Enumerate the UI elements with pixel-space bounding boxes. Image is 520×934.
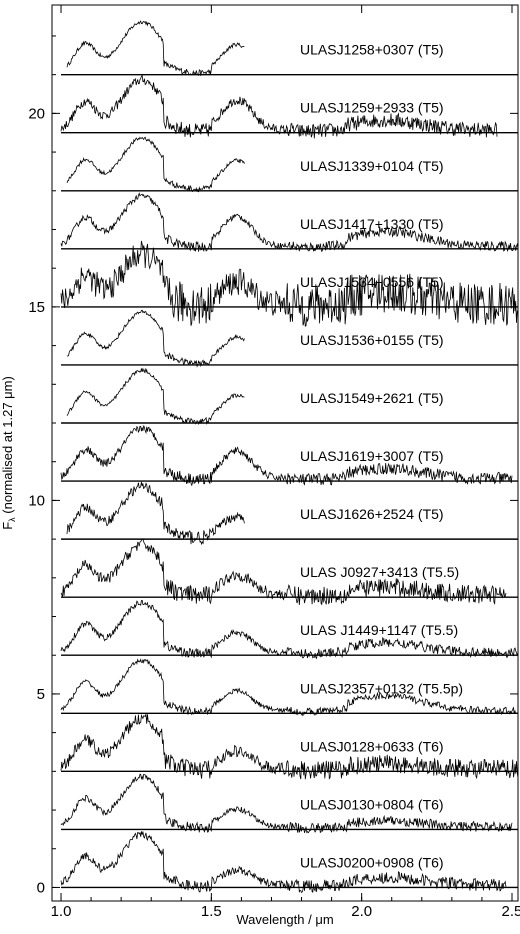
spectrum-label: ULASJ0130+0804 (T6) [300,796,444,812]
spectrum-line [60,74,498,139]
spectrum-line [60,713,519,780]
x-tick-label: 2.0 [351,903,372,920]
y-tick-label: 20 [28,105,45,122]
spectrum-label: ULASJ1619+3007 (T5) [300,448,444,464]
spectrum-line [67,309,245,368]
spectrum-line [66,367,245,426]
x-tick-label: 2.5 [502,903,520,920]
spectrum-line [60,600,519,660]
spectrum-label: ULASJ2357+0132 (T5.5p) [300,680,463,696]
spectrum-label: ULASJ1549+2621 (T5) [300,390,444,406]
y-tick-label: 15 [28,299,45,316]
y-tick-label: 0 [37,879,45,896]
y-tick-label: 5 [37,686,45,703]
y-ticks-layer: 0 5 10 15 20 [28,35,518,896]
spectrum-label: ULAS J0927+3413 (T5.5) [300,564,459,580]
spectra-layer [60,20,519,894]
spectrum-line [66,481,245,546]
spectrum-label: ULASJ1534+0556 (T5) [300,274,444,290]
spectrum-label: ULASJ1258+0307 (T5) [300,42,444,58]
spectrum-line [60,773,513,834]
spectrum-line [60,538,507,606]
spectrum-label: ULASJ1536+0155 (T5) [300,332,444,348]
y-tick-label: 10 [28,492,45,509]
y-axis-label: Fλ (normalised at 1.27 μm) [0,376,17,530]
spectrum-line [60,425,513,487]
spectrum-line [66,136,245,193]
spectrum-line [60,192,519,253]
baselines-layer [61,73,518,889]
spectrum-label: ULASJ1626+2524 (T5) [300,506,444,522]
plot-frame [51,4,519,902]
spectrum-line [60,240,519,327]
spectrum-label: ULASJ1259+2933 (T5) [300,100,444,116]
spectrum-labels-layer: ULASJ1258+0307 (T5) ULASJ1259+2933 (T5) UL… [300,42,463,871]
spectrum-label: ULASJ1417+1330 (T5) [300,216,444,232]
x-tick-label: 1.0 [51,903,72,920]
x-axis-label: Wavelength / μm [236,912,333,927]
spectrum-line [66,20,245,77]
x-ticks-layer: 1.0 1.5 2.0 2.5 [51,5,520,920]
spectrum-label: ULASJ1339+0104 (T5) [300,158,444,174]
spectrum-label: ULASJ0128+0633 (T6) [300,738,444,754]
spectrum-label: ULASJ0200+0908 (T6) [300,854,444,870]
spectrum-label: ULAS J1449+1147 (T5.5) [300,622,458,638]
spectrum-line [60,831,507,894]
x-tick-label: 1.5 [201,903,222,920]
spectrum-line [60,658,519,717]
